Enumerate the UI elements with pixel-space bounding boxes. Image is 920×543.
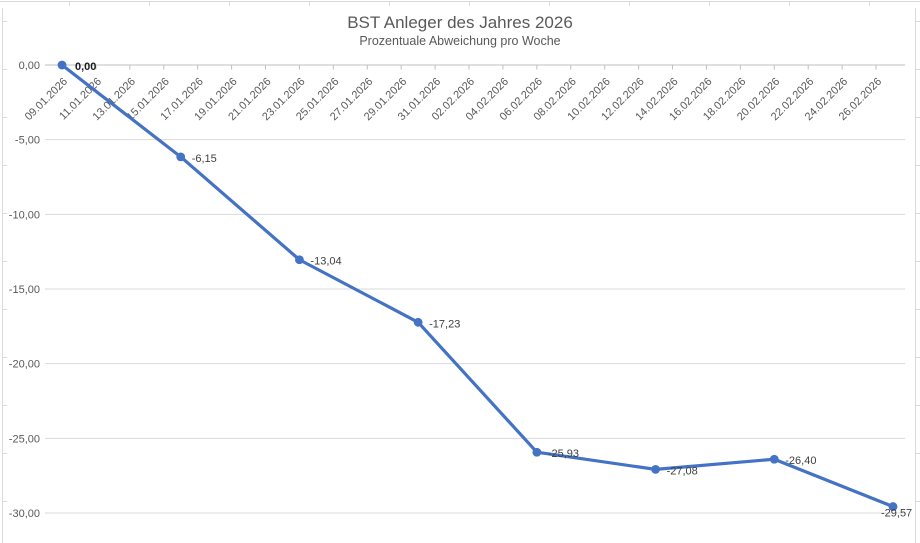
series-marker xyxy=(57,60,67,70)
sheet-gridline-left xyxy=(2,8,3,543)
sheet-gridline-right xyxy=(915,8,916,543)
data-point-label: -26,40 xyxy=(785,455,816,467)
y-axis-tick-label: -5,00 xyxy=(15,135,40,147)
y-axis-tick-label: 0,00 xyxy=(19,60,40,72)
data-point-label: -17,23 xyxy=(429,318,460,330)
series-line xyxy=(60,63,895,509)
series-marker xyxy=(532,447,542,457)
series-marker xyxy=(413,317,423,327)
y-axis-tick-label: -20,00 xyxy=(9,359,40,371)
series-marker xyxy=(176,152,186,162)
y-axis-tick-label: -25,00 xyxy=(9,433,40,445)
data-point-label: -27,08 xyxy=(667,465,698,477)
y-axis-tick-label: -30,00 xyxy=(9,508,40,520)
sheet-gridline-left-ticks xyxy=(3,8,7,543)
data-point-label: -25,93 xyxy=(548,448,579,460)
series-marker xyxy=(888,502,898,511)
series-marker xyxy=(651,464,660,474)
data-point-label: 0,00 xyxy=(75,61,96,73)
series-marker xyxy=(769,454,779,464)
data-point-label: -13,04 xyxy=(310,256,341,268)
sheet-gridline-top-ticks xyxy=(0,2,920,6)
data-point-label: -6,15 xyxy=(192,153,217,165)
series-marker xyxy=(295,255,304,265)
y-axis-tick-label: -10,00 xyxy=(9,209,40,221)
sheet-gridline-right-ticks xyxy=(916,8,920,543)
data-point-label: -29,57 xyxy=(881,508,912,520)
y-axis-tick-label: -15,00 xyxy=(9,284,40,296)
sheet-gridline-top xyxy=(0,1,920,2)
